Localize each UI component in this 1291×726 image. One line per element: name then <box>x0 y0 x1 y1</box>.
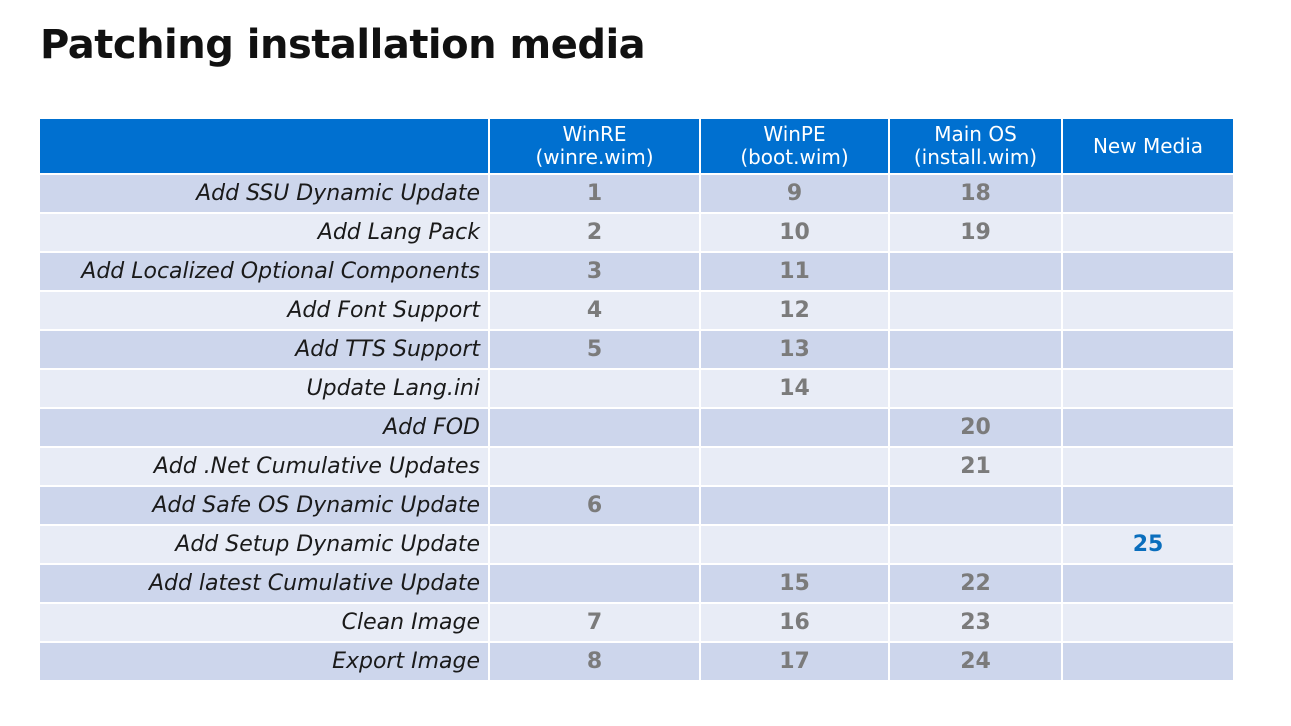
row-label: Add FOD <box>40 408 490 448</box>
winpe-step <box>700 486 890 526</box>
winre-step: 4 <box>489 291 701 331</box>
row-label: Add Lang Pack <box>40 213 490 253</box>
table-row: Export Image 8 17 24 <box>40 642 1233 682</box>
header-subtitle: (install.wim) <box>913 145 1038 169</box>
new-media-step <box>1062 330 1233 370</box>
table-row: Add Setup Dynamic Update 25 <box>40 525 1233 565</box>
main-os-step <box>889 369 1063 409</box>
winre-step <box>489 369 701 409</box>
header-cell-new-media: New Media <box>1062 119 1233 175</box>
table-row: Update Lang.ini 14 <box>40 369 1233 409</box>
winre-step <box>489 564 701 604</box>
header-subtitle: (boot.wim) <box>740 145 849 169</box>
winre-step: 1 <box>489 174 701 214</box>
new-media-step <box>1062 486 1233 526</box>
table-row: Add .Net Cumulative Updates 21 <box>40 447 1233 487</box>
new-media-step <box>1062 447 1233 487</box>
row-label: Add Setup Dynamic Update <box>40 525 490 565</box>
table-row: Add Lang Pack 2 10 19 <box>40 213 1233 253</box>
main-os-step: 20 <box>889 408 1063 448</box>
row-label: Update Lang.ini <box>40 369 490 409</box>
new-media-step <box>1062 252 1233 292</box>
winpe-step: 13 <box>700 330 890 370</box>
row-label: Add .Net Cumulative Updates <box>40 447 490 487</box>
header-cell-main-os: Main OS (install.wim) <box>889 119 1063 175</box>
row-label: Add SSU Dynamic Update <box>40 174 490 214</box>
new-media-step <box>1062 408 1233 448</box>
table-row: Add TTS Support 5 13 <box>40 330 1233 370</box>
table-row: Add Localized Optional Components 3 11 <box>40 252 1233 292</box>
main-os-step: 21 <box>889 447 1063 487</box>
row-label: Clean Image <box>40 603 490 643</box>
winpe-step: 17 <box>700 642 890 682</box>
winpe-step: 16 <box>700 603 890 643</box>
winre-step <box>489 408 701 448</box>
main-os-step: 24 <box>889 642 1063 682</box>
table-row: Add latest Cumulative Update 15 22 <box>40 564 1233 604</box>
winpe-step: 9 <box>700 174 890 214</box>
header-title: Main OS <box>934 122 1017 146</box>
header-cell-blank <box>40 119 490 175</box>
header-title: WinRE <box>562 122 627 146</box>
winre-step: 5 <box>489 330 701 370</box>
main-os-step: 23 <box>889 603 1063 643</box>
row-label: Add latest Cumulative Update <box>40 564 490 604</box>
winre-step: 6 <box>489 486 701 526</box>
winre-step <box>489 525 701 565</box>
table-row: Add SSU Dynamic Update 1 9 18 <box>40 174 1233 214</box>
row-label: Add Localized Optional Components <box>40 252 490 292</box>
winpe-step: 10 <box>700 213 890 253</box>
row-label: Export Image <box>40 642 490 682</box>
main-os-step: 18 <box>889 174 1063 214</box>
table-row: Add Font Support 4 12 <box>40 291 1233 331</box>
page-title: Patching installation media <box>40 22 646 68</box>
winpe-step <box>700 525 890 565</box>
new-media-step <box>1062 564 1233 604</box>
header-title: New Media <box>1092 133 1204 158</box>
main-os-step: 22 <box>889 564 1063 604</box>
patching-steps-table: WinRE (winre.wim) WinPE (boot.wim) Main … <box>40 119 1233 682</box>
winpe-step: 11 <box>700 252 890 292</box>
winpe-step <box>700 408 890 448</box>
new-media-step <box>1062 213 1233 253</box>
winpe-step: 15 <box>700 564 890 604</box>
winre-step: 7 <box>489 603 701 643</box>
main-os-step <box>889 291 1063 331</box>
header-title: WinPE <box>763 122 826 146</box>
new-media-step: 25 <box>1062 525 1233 565</box>
winre-step: 3 <box>489 252 701 292</box>
winre-step: 2 <box>489 213 701 253</box>
winre-step: 8 <box>489 642 701 682</box>
header-cell-winre: WinRE (winre.wim) <box>489 119 701 175</box>
table-row: Add Safe OS Dynamic Update 6 <box>40 486 1233 526</box>
new-media-step <box>1062 642 1233 682</box>
winre-step <box>489 447 701 487</box>
main-os-step <box>889 525 1063 565</box>
header-subtitle: (winre.wim) <box>535 145 654 169</box>
new-media-step <box>1062 369 1233 409</box>
new-media-step <box>1062 603 1233 643</box>
main-os-step <box>889 486 1063 526</box>
winpe-step <box>700 447 890 487</box>
row-label: Add TTS Support <box>40 330 490 370</box>
table-row: Clean Image 7 16 23 <box>40 603 1233 643</box>
winpe-step: 12 <box>700 291 890 331</box>
row-label: Add Font Support <box>40 291 490 331</box>
table-row: Add FOD 20 <box>40 408 1233 448</box>
new-media-step <box>1062 174 1233 214</box>
row-label: Add Safe OS Dynamic Update <box>40 486 490 526</box>
winpe-step: 14 <box>700 369 890 409</box>
main-os-step: 19 <box>889 213 1063 253</box>
new-media-step <box>1062 291 1233 331</box>
main-os-step <box>889 330 1063 370</box>
table-header-row: WinRE (winre.wim) WinPE (boot.wim) Main … <box>40 119 1233 175</box>
header-cell-winpe: WinPE (boot.wim) <box>700 119 890 175</box>
main-os-step <box>889 252 1063 292</box>
